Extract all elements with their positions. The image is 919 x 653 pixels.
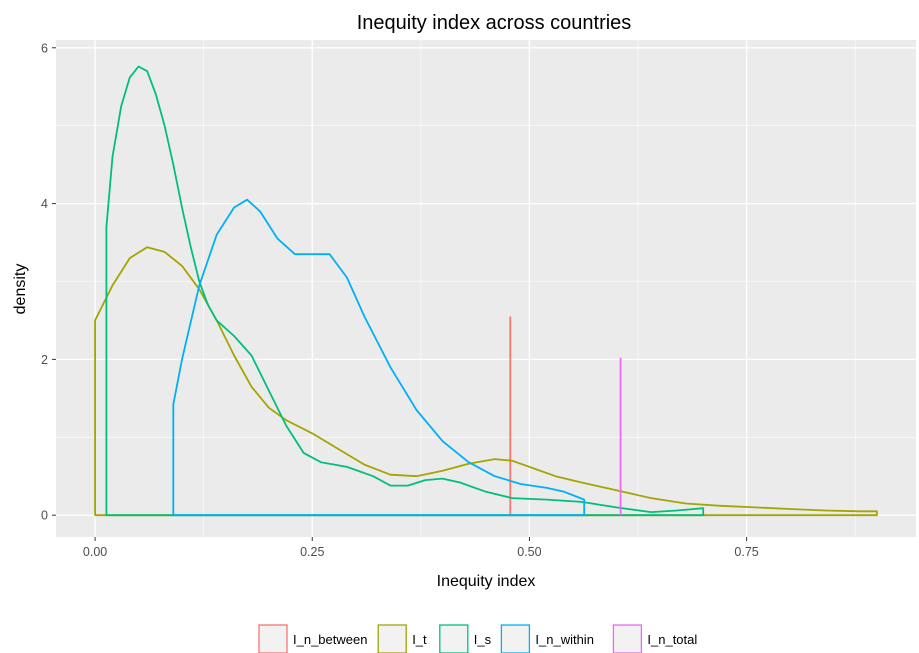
- series-i-s-curve: [105, 65, 705, 517]
- series-i-t-curve: [94, 246, 878, 517]
- legend-item-i-n-between: I_n_between: [258, 624, 367, 653]
- legend: I_n_between I_t I_s I_n_within I_n_total: [258, 624, 697, 653]
- y-tick-label: 6: [41, 41, 48, 55]
- legend-key-i-t: [377, 624, 407, 653]
- y-axis: 0 2 4 6: [41, 41, 56, 523]
- series-i-n-within-curve: [172, 198, 586, 517]
- x-tick-label: 0.50: [517, 545, 541, 559]
- x-axis-title: Inequity index: [437, 573, 536, 590]
- legend-key-i-s: [439, 624, 469, 653]
- legend-label-i-n-within: I_n_within: [535, 632, 594, 647]
- x-axis: 0.00 0.25 0.50 0.75: [83, 537, 759, 559]
- legend-key-i-n-total: [612, 624, 643, 653]
- y-tick-label: 2: [41, 353, 48, 367]
- y-tick-label: 0: [41, 509, 48, 523]
- x-tick-label: 0.75: [734, 545, 758, 559]
- plot-panel: [56, 40, 916, 537]
- y-axis-title: density: [12, 264, 29, 315]
- x-tick-label: 0.00: [83, 545, 107, 559]
- legend-label-i-n-between: I_n_between: [293, 632, 367, 647]
- legend-item-i-n-total: I_n_total: [612, 624, 697, 653]
- x-tick-label: 0.25: [300, 545, 324, 559]
- legend-label-i-s: I_s: [474, 632, 492, 647]
- legend-item-i-n-within: I_n_within: [500, 624, 594, 653]
- legend-label-i-n-total: I_n_total: [647, 632, 697, 647]
- legend-key-i-n-within: [500, 624, 531, 653]
- legend-item-i-s: I_s: [439, 624, 492, 653]
- legend-item-i-t: I_t: [377, 624, 427, 653]
- legend-label-i-t: I_t: [412, 632, 427, 647]
- series-layer: [94, 65, 878, 517]
- legend-key-i-n-between: [258, 624, 288, 653]
- chart-title: Inequity index across countries: [357, 12, 632, 34]
- y-tick-label: 4: [41, 197, 48, 211]
